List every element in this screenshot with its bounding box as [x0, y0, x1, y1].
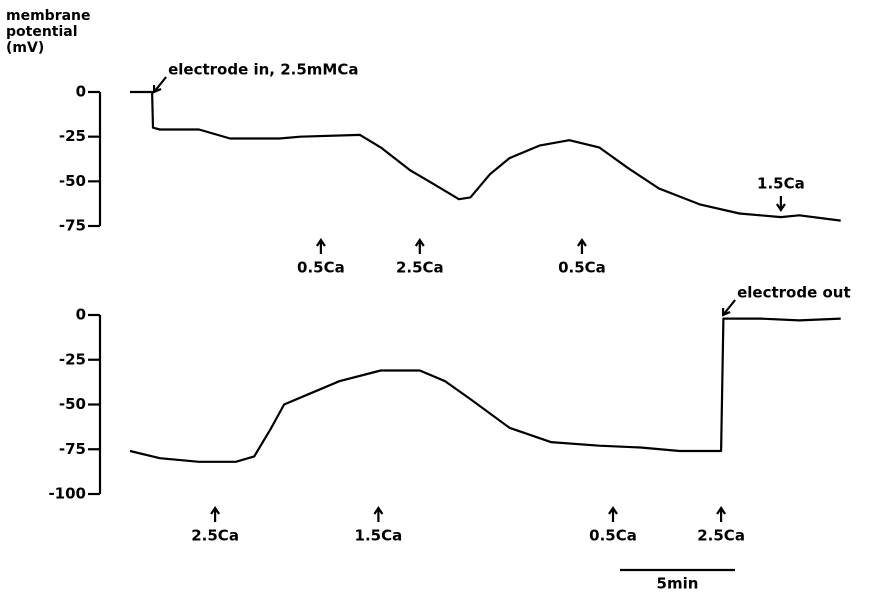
- arrow: [722, 299, 736, 317]
- annotation: 1.5Ca: [757, 175, 805, 193]
- y-axis-label: potential: [6, 24, 78, 40]
- annotation: electrode in, 2.5mMCa: [168, 61, 358, 79]
- y-tick-label: -75: [59, 440, 86, 458]
- annotation: 1.5Ca: [355, 527, 403, 545]
- arrow: [577, 238, 587, 254]
- annotation: 0.5Ca: [589, 527, 637, 545]
- arrow: [775, 196, 786, 212]
- y-tick-label: 0: [76, 306, 86, 324]
- arrow: [608, 506, 618, 522]
- y-tick-label: -25: [59, 127, 86, 145]
- arrow: [210, 506, 221, 522]
- arrow: [152, 76, 167, 94]
- arrow: [716, 506, 727, 522]
- y-tick-label: -75: [59, 217, 86, 235]
- annotation: 2.5Ca: [697, 527, 745, 545]
- y-tick-label: -25: [59, 350, 86, 368]
- y-axis-label: membrane: [6, 8, 91, 24]
- annotation: 2.5Ca: [396, 259, 444, 277]
- y-tick-label: 0: [76, 83, 86, 101]
- trace: [129, 317, 841, 463]
- arrow: [315, 238, 326, 254]
- trace: [130, 90, 841, 222]
- y-tick-label: -50: [59, 395, 86, 413]
- arrow: [414, 238, 425, 254]
- annotation: 2.5Ca: [191, 527, 239, 545]
- annotation: electrode out: [737, 284, 851, 302]
- y-tick-label: -100: [48, 485, 86, 503]
- scale-bar-label: 5min: [657, 575, 699, 593]
- arrow: [373, 506, 384, 522]
- y-tick-label: -50: [59, 172, 86, 190]
- annotation: 0.5Ca: [558, 259, 606, 277]
- annotation: 0.5Ca: [297, 259, 345, 277]
- y-axis-label: (mV): [6, 40, 44, 56]
